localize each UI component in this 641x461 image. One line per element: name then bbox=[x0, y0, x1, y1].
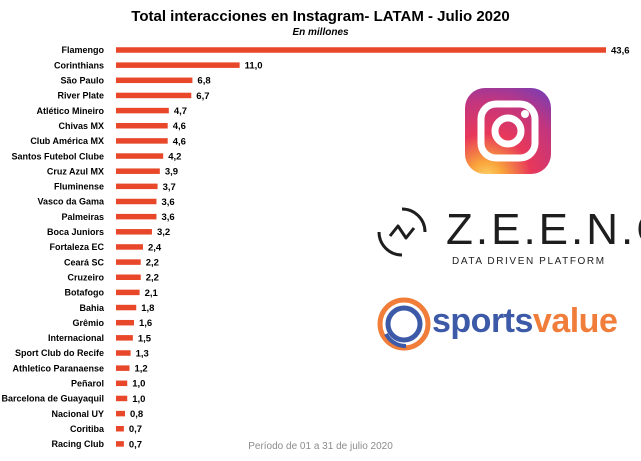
bar bbox=[116, 395, 128, 402]
bar bbox=[116, 380, 128, 387]
bar bbox=[116, 138, 168, 144]
bar bbox=[116, 289, 140, 296]
category-label: Internacional bbox=[48, 333, 104, 343]
period-footnote: Período de 01 a 31 de julio 2020 bbox=[248, 441, 393, 452]
category-label: Grêmio bbox=[72, 318, 104, 328]
bar bbox=[116, 244, 143, 250]
category-label: Chivas MX bbox=[58, 121, 104, 131]
value-label: 11,0 bbox=[245, 61, 263, 72]
value-label: 6,7 bbox=[196, 91, 209, 102]
bar bbox=[116, 213, 157, 220]
bar bbox=[116, 365, 130, 371]
category-label: Sport Club do Recife bbox=[15, 348, 104, 358]
bars-group: Flamengo 43,6 Corinthians 11,0 São Paulo 6,8 R… bbox=[1, 45, 629, 450]
bar bbox=[116, 183, 158, 190]
category-label: São Paulo bbox=[60, 76, 104, 86]
value-label: 0,7 bbox=[129, 439, 142, 450]
value-label: 3,9 bbox=[165, 167, 178, 178]
chart-title: Total interacciones en Instagram- LATAM … bbox=[131, 8, 510, 25]
bar bbox=[116, 123, 168, 129]
category-label: Vasco da Gama bbox=[37, 197, 105, 207]
category-label: Fortaleza EC bbox=[49, 242, 104, 252]
category-label: Boca Juniors bbox=[47, 227, 104, 237]
zeeng-wordmark: Z.E.E.N.G bbox=[446, 205, 641, 254]
category-label: Athletico Paranaense bbox=[12, 363, 104, 373]
bar bbox=[116, 335, 133, 341]
category-label: Cruz Azul MX bbox=[47, 166, 104, 176]
value-label: 2,2 bbox=[146, 273, 159, 284]
bar bbox=[116, 198, 157, 205]
category-label: Cruzeiro bbox=[67, 272, 104, 282]
value-label: 3,7 bbox=[163, 182, 176, 193]
category-label: Barcelona de Guayaquil bbox=[1, 394, 104, 404]
value-label: 2,4 bbox=[148, 242, 162, 253]
category-label: Atlético Mineiro bbox=[36, 106, 104, 116]
category-label: Nacional UY bbox=[51, 409, 104, 419]
category-label: Botafogo bbox=[65, 288, 105, 298]
bar bbox=[116, 107, 169, 114]
value-label: 1,2 bbox=[134, 364, 147, 375]
bar bbox=[116, 229, 152, 235]
value-label: 1,0 bbox=[132, 379, 145, 390]
value-label: 0,7 bbox=[129, 424, 142, 435]
bar bbox=[116, 92, 192, 99]
category-label: Corinthians bbox=[54, 60, 104, 70]
category-label: Ceará SC bbox=[64, 257, 105, 267]
value-label: 1,0 bbox=[132, 394, 145, 405]
zeeng-tagline: DATA DRIVEN PLATFORM bbox=[452, 256, 606, 267]
bar bbox=[116, 426, 124, 432]
value-label: 4,2 bbox=[168, 151, 181, 162]
zeeng-logo-icon bbox=[377, 207, 427, 257]
instagram-logo-icon bbox=[465, 88, 551, 174]
value-label: 2,2 bbox=[146, 258, 159, 269]
value-label: 3,6 bbox=[161, 212, 174, 223]
value-label: 4,6 bbox=[173, 121, 186, 132]
bar bbox=[116, 304, 137, 311]
sportsvalue-word-value: value bbox=[532, 302, 618, 340]
bar bbox=[116, 350, 131, 356]
value-label: 4,6 bbox=[173, 136, 186, 147]
category-label: Coritiba bbox=[70, 424, 105, 434]
sportsvalue-wordmark: sportsvalue bbox=[432, 302, 618, 340]
category-label: Peñarol bbox=[71, 379, 104, 389]
category-label: Flamengo bbox=[61, 45, 104, 55]
bar bbox=[116, 47, 606, 53]
category-label: Club América MX bbox=[30, 136, 104, 146]
value-label: 3,6 bbox=[161, 197, 174, 208]
value-label: 43,6 bbox=[611, 45, 630, 56]
bar bbox=[116, 153, 164, 159]
value-label: 1,6 bbox=[139, 318, 152, 329]
value-label: 2,1 bbox=[145, 288, 159, 299]
category-label: Santos Futebol Clube bbox=[11, 151, 104, 161]
category-label: River Plate bbox=[57, 91, 104, 101]
sportsvalue-logo-icon bbox=[377, 297, 431, 351]
bar bbox=[116, 259, 141, 265]
bar bbox=[116, 410, 125, 417]
category-label: Palmeiras bbox=[61, 212, 104, 222]
bar bbox=[116, 319, 134, 326]
value-label: 4,7 bbox=[174, 106, 187, 117]
value-label: 6,8 bbox=[197, 76, 210, 87]
category-label: Bahia bbox=[79, 303, 105, 313]
sportsvalue-word-sports: sports bbox=[432, 302, 533, 340]
value-label: 0,8 bbox=[130, 409, 143, 420]
chart-subtitle: En millones bbox=[292, 27, 349, 38]
bar bbox=[116, 168, 160, 174]
value-label: 1,3 bbox=[136, 348, 149, 359]
bar bbox=[116, 62, 240, 68]
bar bbox=[116, 441, 124, 447]
category-label: Fluminense bbox=[54, 182, 104, 192]
bar bbox=[116, 77, 193, 84]
category-label: Racing Club bbox=[51, 439, 104, 449]
value-label: 1,5 bbox=[138, 333, 152, 344]
bar bbox=[116, 274, 141, 280]
value-label: 3,2 bbox=[157, 227, 170, 238]
value-label: 1,8 bbox=[141, 303, 154, 314]
